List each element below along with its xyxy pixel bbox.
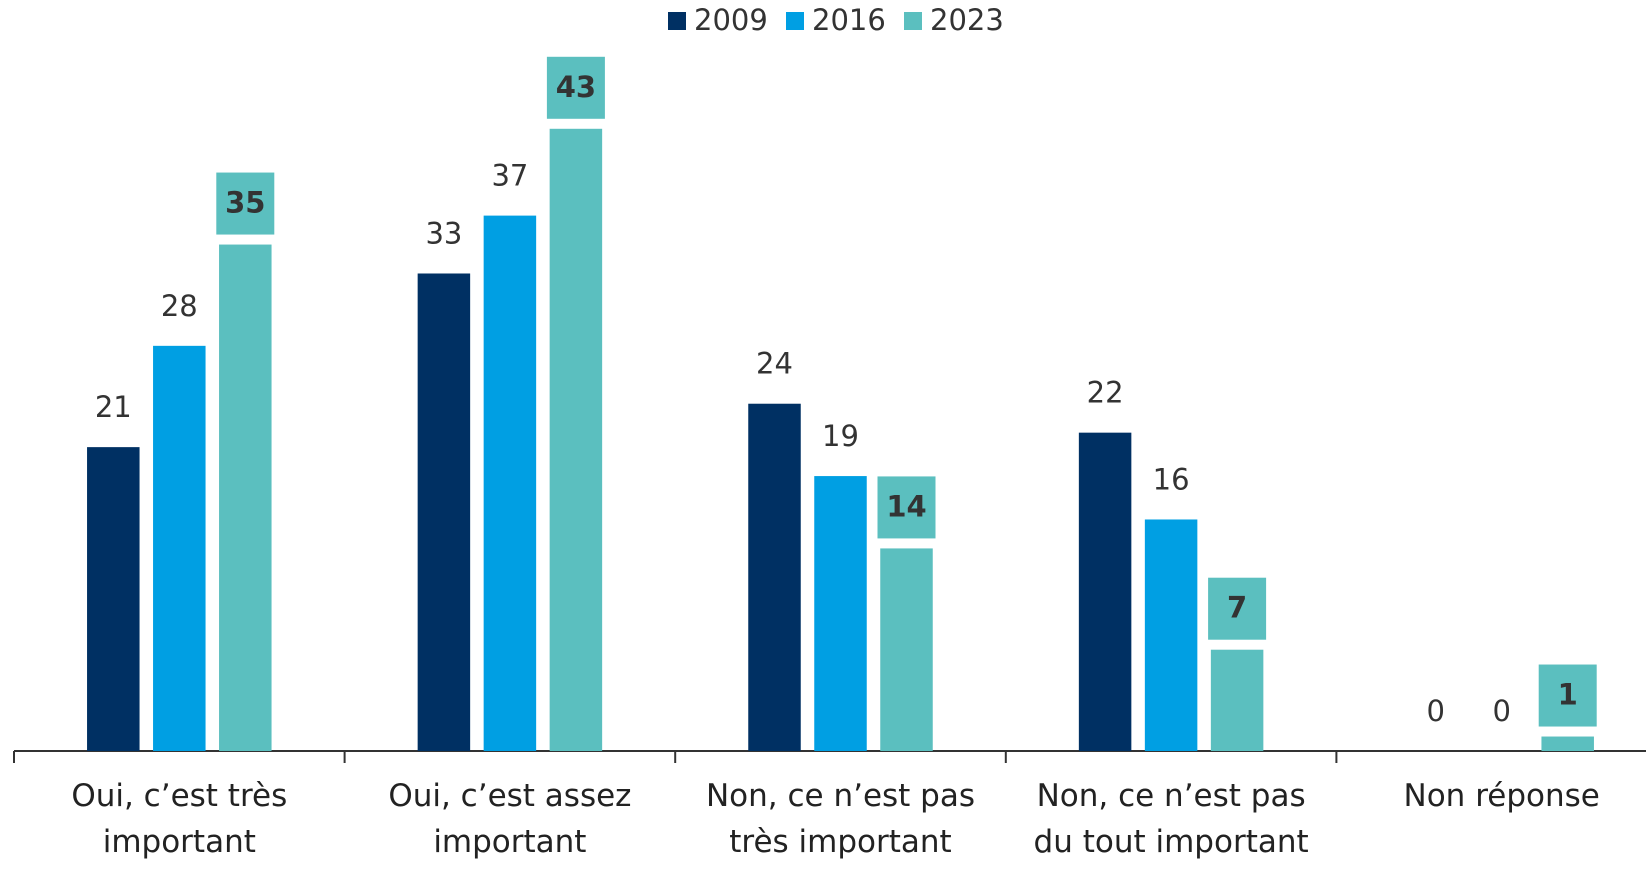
value-label-box xyxy=(877,476,936,539)
legend-label: 2016 xyxy=(812,3,886,37)
value-label: 21 xyxy=(95,390,132,424)
value-label: 0 xyxy=(1492,694,1510,728)
value-label: 24 xyxy=(756,347,793,381)
value-label: 19 xyxy=(822,419,859,453)
value-label: 1 xyxy=(1558,678,1578,712)
legend-swatch xyxy=(668,12,686,30)
value-label-box xyxy=(1208,577,1267,640)
bar xyxy=(748,403,801,751)
value-label: 22 xyxy=(1087,376,1124,410)
value-label-box xyxy=(1538,664,1597,727)
legend-label: 2023 xyxy=(930,3,1004,37)
value-label: 37 xyxy=(491,159,528,193)
legend-swatch xyxy=(786,12,804,30)
value-label: 16 xyxy=(1153,462,1190,496)
bar xyxy=(1144,519,1198,751)
value-label: 28 xyxy=(161,289,198,323)
bar xyxy=(549,128,603,752)
value-label-box xyxy=(216,172,275,235)
bar xyxy=(87,447,140,751)
value-label: 35 xyxy=(225,186,265,220)
legend-label: 2009 xyxy=(694,3,768,37)
value-label: 7 xyxy=(1227,591,1247,625)
bar xyxy=(219,244,272,752)
bar xyxy=(153,345,206,751)
x-tick-label: Non, ce n’est pas du tout important xyxy=(1033,778,1309,860)
bar xyxy=(1078,432,1132,751)
value-label-box xyxy=(546,56,605,119)
value-label: 0 xyxy=(1426,694,1444,728)
legend-swatch xyxy=(904,12,922,30)
x-tick-label: Oui, c’est très important xyxy=(71,778,288,860)
x-tick-label: Oui, c’est assez important xyxy=(388,778,632,860)
bar xyxy=(417,273,471,751)
bar xyxy=(1541,736,1594,751)
x-tick-label: Non, ce n’est pas très important xyxy=(705,778,976,860)
value-label: 14 xyxy=(886,489,926,523)
value-label: 33 xyxy=(425,216,462,250)
bar xyxy=(814,476,867,751)
bar xyxy=(1210,649,1264,751)
x-tick-label: Non réponse xyxy=(1403,778,1600,814)
bar xyxy=(880,548,933,751)
value-label: 43 xyxy=(556,70,596,104)
bar xyxy=(483,215,537,752)
